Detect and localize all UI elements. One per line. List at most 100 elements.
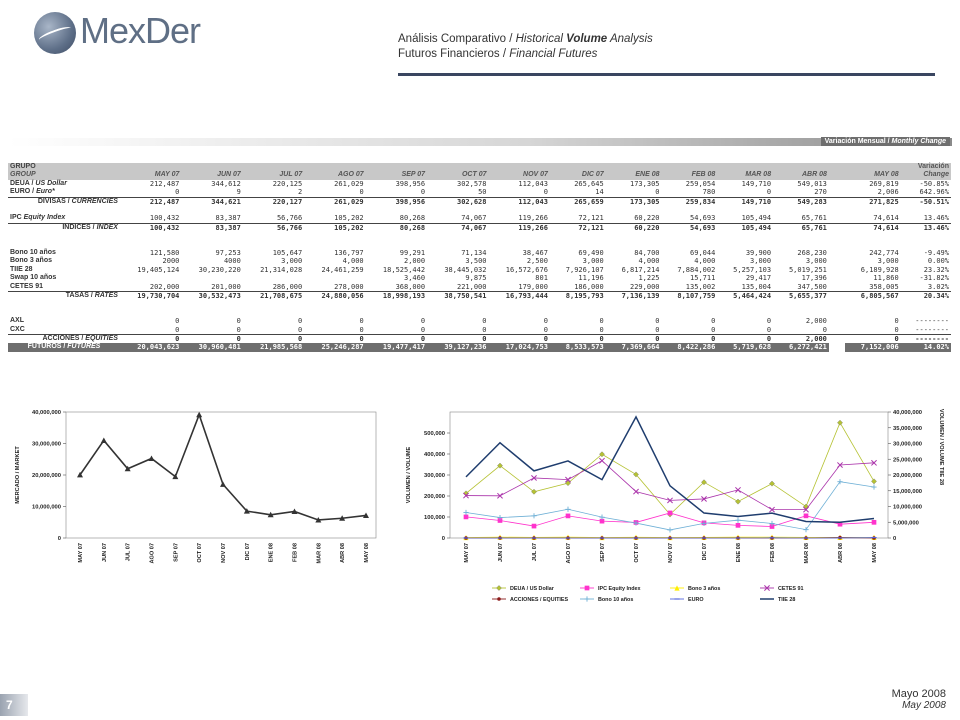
- cell-value: 5,655,377: [773, 291, 829, 301]
- data-point: [243, 508, 250, 514]
- cell-value: 344,612: [211, 179, 241, 188]
- data-point: [837, 462, 843, 468]
- series-line: [79, 412, 367, 521]
- cell-value: 30,960,481: [181, 343, 243, 352]
- cell-value: 135,004: [741, 282, 772, 291]
- legend-marker: [764, 585, 770, 591]
- row-gap: [829, 188, 845, 197]
- cell-value: 0: [304, 334, 366, 344]
- header-group-en: GROUP: [8, 171, 120, 180]
- legend-item: IPC Equity Index: [580, 585, 641, 592]
- header-spacer: [365, 163, 428, 172]
- cell-value: 38,467: [522, 249, 548, 258]
- y2-tick-label: 35,000,000: [893, 426, 922, 432]
- header-spacer: [549, 163, 606, 172]
- cell-value: 97,253: [215, 249, 241, 258]
- data-point: [735, 523, 741, 528]
- header-spacer: [488, 163, 550, 172]
- cell-value: 261,029: [304, 196, 366, 207]
- cell-value: 50: [478, 188, 487, 197]
- series-0: [463, 419, 877, 518]
- subtotal-row: ACCIONES / EQUITIES 0 0 0 0 0 0 0 0 0 0 0 2,000 0 ----…: [8, 334, 951, 344]
- spacer-cell: [8, 309, 951, 317]
- cell-current: 271,825: [844, 196, 901, 207]
- cell-current: 242,774: [869, 249, 899, 258]
- data-point: [172, 473, 179, 480]
- cell-value: 39,900: [745, 249, 772, 258]
- y-tick-label: 0: [442, 536, 445, 542]
- table-row: CXC 0 0 0 0 0 0 0 0 0 0 0 0 0 --------: [8, 326, 951, 335]
- grand-total-row: FUTUROS / FUTURES 20,043,623 30,960,481 21,…: [8, 343, 951, 352]
- y2-tick-label: 25,000,000: [893, 457, 922, 463]
- cell-value: 38,445,032: [444, 265, 487, 274]
- data-point: [463, 514, 469, 520]
- cell-value: 398,956: [365, 196, 428, 207]
- cell-value: 19,730,704: [119, 291, 182, 301]
- cell-value: 4,000: [342, 257, 364, 266]
- cell-value: 3,460: [404, 274, 426, 283]
- cell-value: 173,305: [630, 179, 660, 188]
- x-tick-label: MAY 07: [464, 543, 470, 563]
- cell-value: 0: [822, 325, 827, 334]
- cell-value: 7,369,664: [605, 343, 662, 352]
- cell-value: 9,875: [465, 274, 487, 283]
- series-line: [465, 415, 875, 523]
- cell-value: 119,266: [518, 214, 548, 223]
- x-tick-label: JUN 07: [498, 543, 504, 562]
- table-row: Swap 10 años 3,460 9,875 801 11,196 1,225 15,7…: [8, 274, 951, 282]
- row-gap: [828, 343, 845, 352]
- y-tick-label: 30,000,000: [32, 442, 61, 448]
- row-gap: [829, 274, 845, 282]
- cell-value: 229,000: [630, 282, 660, 291]
- row-label-en: RATES: [94, 292, 118, 300]
- data-point: [769, 506, 775, 513]
- table-row: CETES 91 202,000 201,000 286,000 278,000 368,…: [8, 283, 951, 292]
- row-label: IPC Equity Index: [8, 214, 120, 223]
- data-point: [463, 509, 469, 516]
- cell-value: 0: [711, 317, 716, 326]
- y-tick-label: 400,000: [424, 452, 445, 458]
- cell-value: [243, 274, 304, 282]
- row-gap: [829, 214, 845, 223]
- data-point: [769, 520, 775, 527]
- cell-current: 358,005: [869, 282, 899, 291]
- data-point: [565, 480, 571, 487]
- y-tick-label: 20,000,000: [32, 473, 61, 479]
- subtotal-row: TASAS / RATES 19,730,704 30,532,473 21,708,…: [8, 291, 951, 301]
- header-spacer: [427, 163, 489, 172]
- spacer-cell: [8, 232, 951, 240]
- x-tick-label: OCT 07: [197, 543, 203, 563]
- cell-value: 56,766: [242, 222, 305, 233]
- x-tick-label: MAY 07: [78, 543, 84, 563]
- cell-current: 0: [894, 317, 899, 326]
- cell-value: 112,043: [518, 179, 548, 188]
- cell-value: 119,266: [488, 222, 550, 233]
- cell-value: 4,000: [638, 257, 660, 266]
- y2-tick-label: 30,000,000: [893, 442, 922, 448]
- header-current-month: MAY 08: [844, 171, 901, 180]
- cell-value: 29,417: [745, 274, 772, 283]
- table-spacer-row: [8, 232, 951, 240]
- data-point: [735, 486, 741, 493]
- cell-value: 270: [814, 188, 827, 197]
- x-tick-label: ABR 08: [340, 543, 346, 563]
- y-axis-label: VOLUMEN / VOLUME: [406, 446, 412, 503]
- row-gap: [828, 334, 845, 344]
- x-tick-label: MAR 08: [316, 543, 322, 564]
- chart-legend: DEUA / US Dollar IPC Equity Index Bono 3 a…: [492, 585, 803, 603]
- cell-value: 20,043,623: [119, 343, 182, 352]
- row-label-es: INDICES /: [62, 223, 97, 231]
- legend-label: ACCIONES / EQUITIES: [510, 597, 569, 603]
- data-point: [599, 518, 605, 524]
- monthly-change-label: Variación Mensual / Monthly Change: [820, 137, 950, 146]
- data-point: [803, 513, 809, 519]
- data-point: [599, 514, 605, 520]
- cell-change: --------: [900, 334, 951, 344]
- row-label-es: TASAS /: [65, 292, 95, 300]
- cell-value: 186,000: [574, 282, 604, 291]
- row-label: TIIE 28: [8, 266, 120, 274]
- row-label: ACCIONES / EQUITIES: [8, 334, 120, 344]
- cell-current: 0: [894, 325, 899, 334]
- y-tick-label: 10,000,000: [32, 505, 61, 511]
- cell-value: 19,405,124: [137, 265, 180, 274]
